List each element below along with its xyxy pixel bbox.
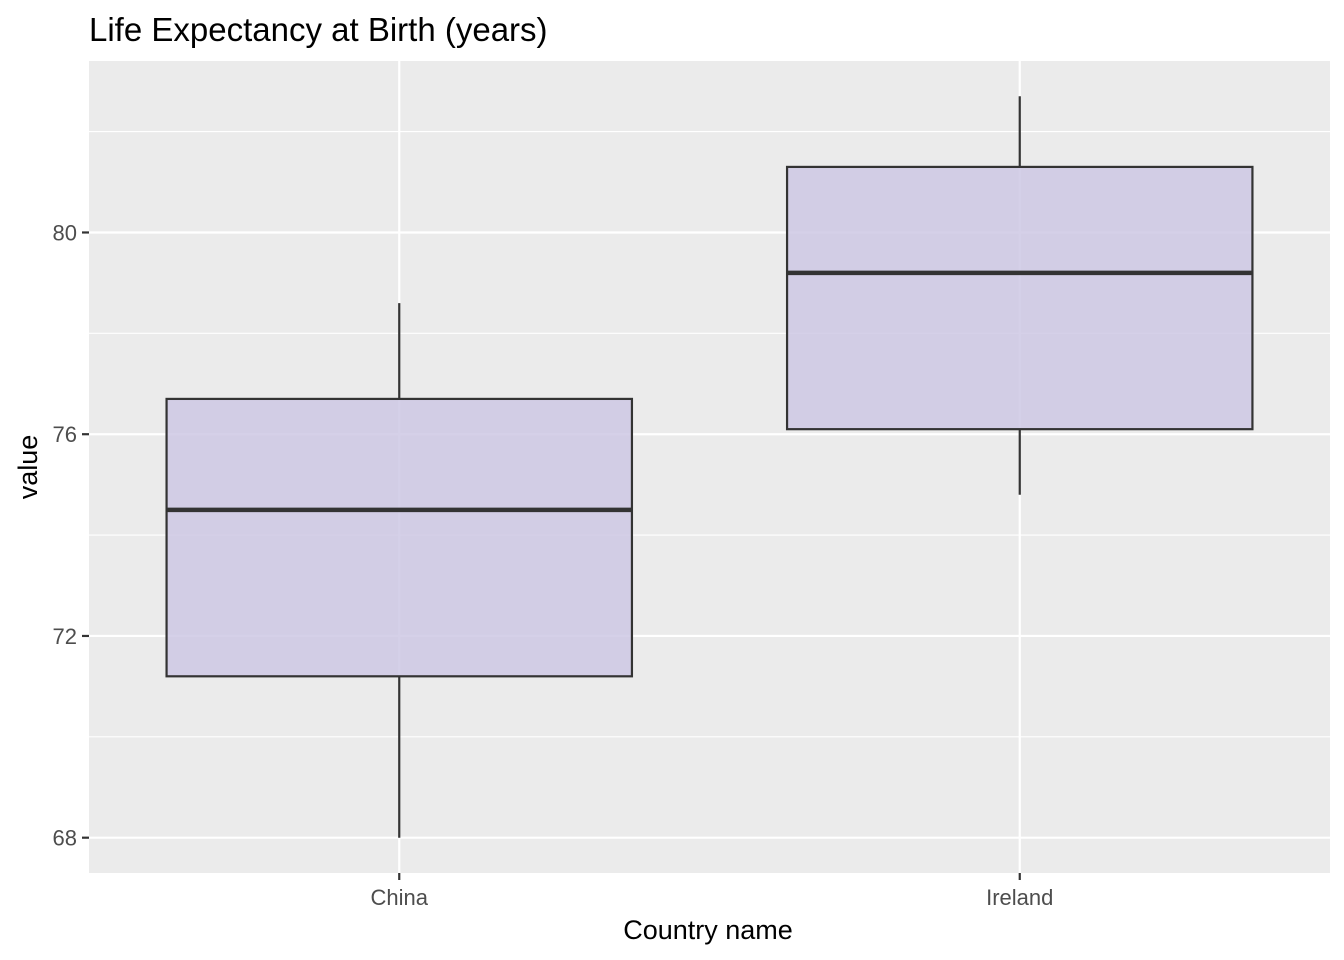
chart-title: Life Expectancy at Birth (years) <box>89 11 548 48</box>
y-axis-title: value <box>13 435 43 500</box>
x-axis-title: Country name <box>623 915 793 945</box>
box-iqr <box>165 397 634 678</box>
boxes <box>165 96 1254 838</box>
x-tick-label: Ireland <box>986 885 1053 910</box>
box-china <box>165 303 634 838</box>
x-axis: China Ireland <box>371 873 1053 910</box>
y-tick-label: 72 <box>53 624 77 649</box>
box-iqr <box>785 165 1254 431</box>
y-tick-label: 68 <box>53 826 77 851</box>
y-tick-label: 76 <box>53 422 77 447</box>
box-ireland <box>785 96 1254 495</box>
y-tick-label: 80 <box>53 220 77 245</box>
y-axis: 68 72 76 80 <box>53 220 89 851</box>
x-tick-label: China <box>371 885 429 910</box>
